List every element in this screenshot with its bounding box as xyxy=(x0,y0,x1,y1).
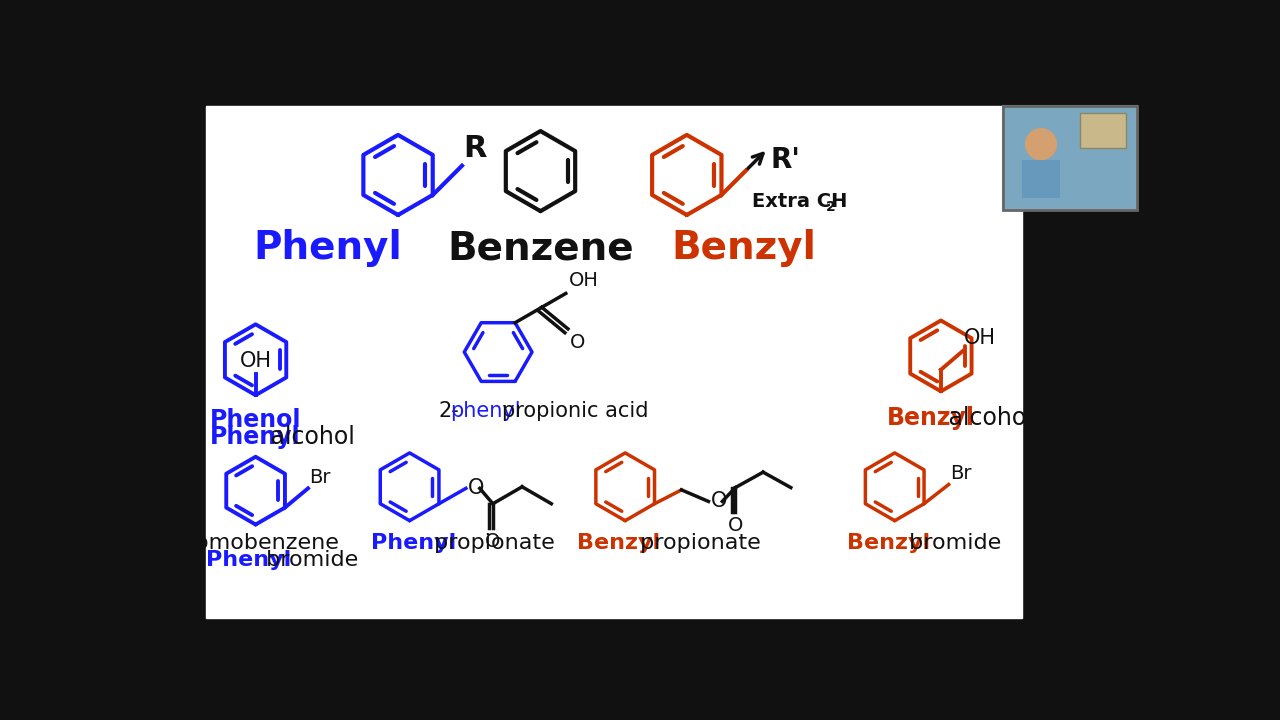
Text: 2: 2 xyxy=(826,199,835,214)
Bar xyxy=(1002,106,1137,210)
Text: OH: OH xyxy=(964,328,996,348)
Text: OH: OH xyxy=(239,351,271,371)
Text: Bromobenzene: Bromobenzene xyxy=(172,533,339,553)
Bar xyxy=(1021,160,1060,198)
Text: Phenyl: Phenyl xyxy=(253,229,402,267)
Text: alcohol: alcohol xyxy=(941,406,1033,430)
Text: Benzyl: Benzyl xyxy=(847,533,931,553)
Text: O: O xyxy=(710,492,727,511)
Text: Phenyl: Phenyl xyxy=(206,550,291,570)
Bar xyxy=(1079,113,1125,148)
Text: Benzyl: Benzyl xyxy=(887,406,975,430)
Text: Benzyl: Benzyl xyxy=(672,229,817,267)
Text: O: O xyxy=(570,333,585,351)
Text: Benzyl: Benzyl xyxy=(577,533,660,553)
Text: O: O xyxy=(485,532,500,552)
Text: Benzene: Benzene xyxy=(447,229,634,267)
Text: bromide: bromide xyxy=(902,533,1002,553)
Text: phenyl: phenyl xyxy=(451,400,521,420)
Text: propionate: propionate xyxy=(632,533,760,553)
Text: R: R xyxy=(463,134,486,163)
Text: bromide: bromide xyxy=(260,550,358,570)
Bar xyxy=(206,106,1021,618)
Text: alcohol: alcohol xyxy=(264,426,355,449)
Text: propionate: propionate xyxy=(426,533,554,553)
Text: OH: OH xyxy=(568,271,599,290)
Text: Br: Br xyxy=(310,468,332,487)
Text: propionic acid: propionic acid xyxy=(502,400,649,420)
Text: Phenyl: Phenyl xyxy=(210,426,300,449)
Text: R': R' xyxy=(771,145,800,174)
Text: 2-: 2- xyxy=(439,400,460,420)
Text: Phenyl: Phenyl xyxy=(371,533,457,553)
Text: Phenol: Phenol xyxy=(210,408,301,432)
Circle shape xyxy=(1025,129,1056,160)
Text: O: O xyxy=(728,516,744,535)
Text: O: O xyxy=(468,478,485,498)
Text: Br: Br xyxy=(950,464,972,483)
Bar xyxy=(1002,106,1137,210)
Text: Extra CH: Extra CH xyxy=(753,192,847,211)
